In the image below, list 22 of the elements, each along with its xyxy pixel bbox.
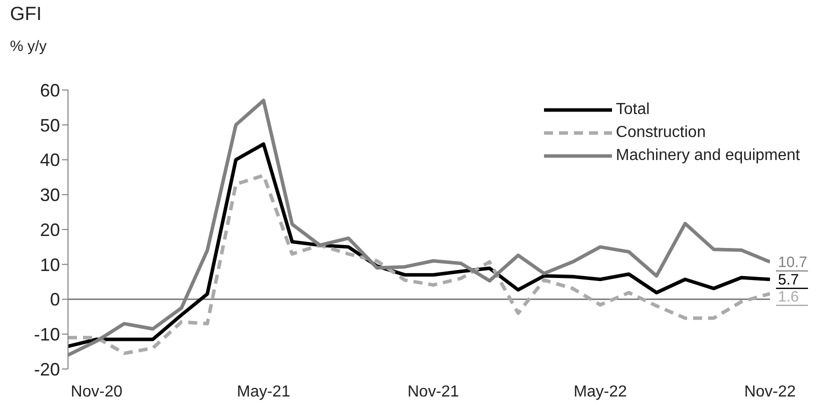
data-label: 10.7: [778, 254, 808, 272]
y-tick-label: 50: [40, 115, 60, 136]
x-tick-label: Nov-22: [744, 383, 796, 400]
x-tick-label: May-22: [574, 383, 628, 400]
x-tick-label: Nov-21: [408, 383, 460, 400]
y-tick-label: 30: [40, 185, 60, 206]
legend-label: Machinery and equipment: [616, 146, 800, 166]
chart-title: GFI: [10, 4, 42, 26]
y-tick-label: 40: [40, 150, 60, 170]
y-axis-title: % y/y: [10, 38, 47, 55]
data-label: 5.7: [778, 272, 799, 289]
y-tick-label: -10: [34, 324, 60, 345]
y-tick-label: 0: [50, 290, 60, 310]
legend-label: Total: [616, 100, 650, 120]
data-label: 1.6: [778, 288, 799, 306]
legend-label: Construction: [616, 123, 706, 143]
y-tick-label: 20: [40, 220, 60, 240]
y-tick-label: 60: [40, 80, 60, 100]
x-tick-label: May-21: [236, 383, 290, 400]
y-tick-label: 10: [40, 254, 60, 275]
y-tick-label: -20: [34, 359, 60, 380]
x-tick-label: Nov-20: [70, 383, 122, 400]
